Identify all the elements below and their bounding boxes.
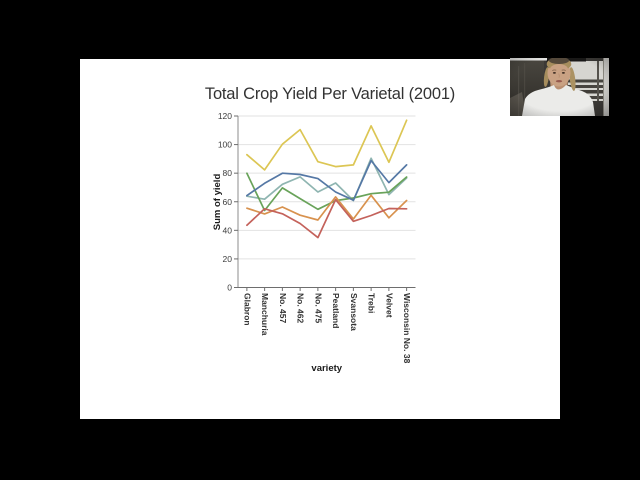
series-blue-line [246,159,408,202]
x-category-label: Svansota [349,293,359,331]
y-tick-label: 40 [223,225,233,235]
y-tick-label: 0 [227,283,232,293]
presentation-slide: Total Crop Yield Per Varietal (2001) 0 20… [80,59,560,419]
x-category-label: Peatland [331,293,341,328]
x-category-label: No. 462 [296,293,306,324]
x-category-label: Glabron [242,293,252,326]
y-tick-label: 100 [218,140,232,150]
x-category-label: Wisconsin No. 38 [402,293,412,364]
x-category-label: Trebi [367,293,377,313]
series-teal-line [246,157,408,202]
x-category-label: No. 457 [278,293,288,324]
x-category-label: Manchuria [260,293,270,336]
y-tick-label: 80 [223,168,233,178]
y-tick-label: 20 [223,254,233,264]
y-axis-title: Sum of yield [212,174,223,231]
series-green-line [246,172,408,212]
webcam-vignette [510,58,609,116]
series-orange-line [246,194,408,221]
chart-title: Total Crop Yield Per Varietal (2001) [204,85,456,103]
webcam-video [510,58,609,116]
webcam-overlay [510,58,609,116]
x-category-label: No. 475 [313,293,323,324]
series-yellow-line [246,119,408,171]
y-tick-label: 60 [223,197,233,207]
series-red-line [246,198,408,239]
y-tick-label: 120 [218,111,232,121]
crop-yield-line-chart: 0 20 40 60 80 100 120 Glabron Manchuria No. 457 No… [212,111,416,374]
x-category-label: Velvet [384,293,394,318]
x-axis-title: variety [311,363,342,374]
